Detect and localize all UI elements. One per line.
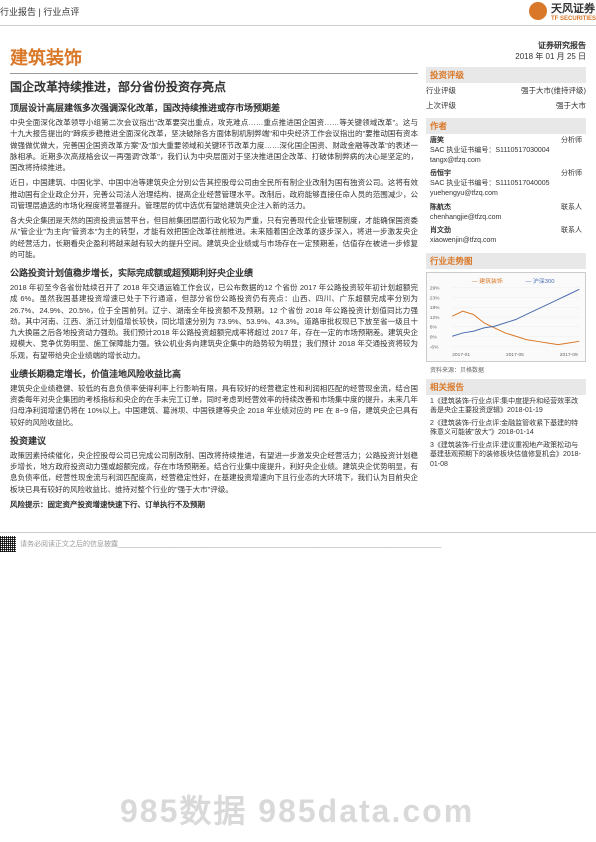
related-block-title: 相关报告 xyxy=(426,379,586,395)
company-name: 天风证券 xyxy=(551,0,596,16)
author-detail: tangx@tfzq.com xyxy=(430,156,582,166)
footer: 请务必阅读正文之后的信息披露__________________________… xyxy=(0,532,596,552)
risk-note: 风险提示：固定资产投资增速快速下行、订单执行不及预期 xyxy=(10,499,418,510)
svg-text:12%: 12% xyxy=(430,315,440,321)
body-paragraph: 中央全面深化改革领导小组第二次会议指出"改革要突出重点，攻克难点……重点推进国企… xyxy=(10,117,418,173)
svg-text:0%: 0% xyxy=(430,334,438,340)
svg-text:2017-01: 2017-01 xyxy=(452,352,470,358)
company-name-en: TF SECURITIES xyxy=(551,16,596,22)
svg-text:2017-05: 2017-05 xyxy=(506,352,524,358)
rating-block-title: 投资评级 xyxy=(426,67,586,83)
author-name: 陈航杰 xyxy=(430,203,451,213)
watermark: 985数据 985data.com xyxy=(120,786,474,832)
section-title: 业绩长期稳定增长，价值洼地风险收益比高 xyxy=(10,367,418,380)
rating-key: 行业评级 xyxy=(426,85,456,96)
svg-text:-6%: -6% xyxy=(430,344,439,350)
author-detail: chenhangjie@tfzq.com xyxy=(430,213,582,223)
sector-title: 建筑装饰 xyxy=(10,44,418,70)
related-report: 1《建筑装饰-行业点评:集中度提升和经营效率改善是央企主要投资逻辑》2018-0… xyxy=(426,395,586,417)
author-detail: xiaowenjin@tfzq.com xyxy=(430,236,582,246)
body-paragraph: 各大央企集团是天然的国资投资运营平台，但目前集团层面行政化较为严重，只有完善现代… xyxy=(10,215,418,260)
author-role: 联系人 xyxy=(561,203,582,213)
author-block: 唐笑 分析师SAC 执业证书编号：S1110517030004tangx@tfzq… xyxy=(426,134,586,167)
related-report: 3《建筑装饰-行业点评:建议重视地产政策松动与基建悲观预期下的装修板块估值修复机… xyxy=(426,439,586,470)
report-date: 2018 年 01 月 25 日 xyxy=(426,51,586,62)
body-paragraph: 建筑央企业绩稳健、较低的有息负债率使得利率上行影响有限，具有较好的经营稳定性和利… xyxy=(10,383,418,428)
author-name: 岳恒宇 xyxy=(430,169,451,179)
author-role: 分析师 xyxy=(561,136,582,146)
section-title: 公路投资计划值稳步增长，实际完成额或超预期利好央企业绩 xyxy=(10,266,418,279)
rating-key: 上次评级 xyxy=(426,100,456,111)
section-title: 顶层设计高层建瓴多次强调深化改革，国改持续推进或存市场预期差 xyxy=(10,101,418,114)
author-role: 分析师 xyxy=(561,169,582,179)
authors-block-title: 作者 xyxy=(426,118,586,134)
qr-icon xyxy=(0,536,16,552)
legend-2: — 沪深300 xyxy=(526,277,556,285)
report-label: 证券研究报告 xyxy=(426,40,586,51)
body-paragraph: 近日，中国建筑、中国化学、中国中冶等建筑央企分别公告其控股母公司由全民所有制企业… xyxy=(10,177,418,211)
author-block: 肖文劲 联系人xiaowenjin@tfzq.com xyxy=(426,224,586,248)
rating-val: 强于大市(维持评级) xyxy=(521,85,586,96)
footer-text: 请务必阅读正文之后的信息披露__________________________… xyxy=(20,539,441,549)
author-detail: yuehengyu@tfzq.com xyxy=(430,189,582,199)
chart-source: 资料来源：贝格数据 xyxy=(426,365,586,374)
body-paragraph: 2018 年初至今各省份陆续召开了 2018 年交通运输工作会议，已公布数据的1… xyxy=(10,282,418,361)
rating-row: 上次评级 强于大市 xyxy=(426,98,586,113)
related-report: 2《建筑装饰-行业点评:金融监管收紧下基建的特殊意义可能被"放大"》2018-0… xyxy=(426,417,586,439)
svg-text:6%: 6% xyxy=(430,325,438,331)
rating-val: 强于大市 xyxy=(556,100,586,111)
breadcrumb: 行业报告 | 行业点评 xyxy=(0,5,79,18)
svg-text:23%: 23% xyxy=(430,295,440,301)
trend-chart: — 建筑装饰 — 沪深300 -6% 0% 6% 12% 18% 23% 29% 2017-… xyxy=(426,272,586,362)
author-name: 唐笑 xyxy=(430,136,444,146)
author-block: 陈航杰 联系人chenhangjie@tfzq.com xyxy=(426,201,586,225)
company-logo: 天风证券 TF SECURITIES xyxy=(529,0,596,22)
author-detail: SAC 执业证书编号：S1110517040005 xyxy=(430,179,582,189)
author-role: 联系人 xyxy=(561,226,582,236)
svg-text:29%: 29% xyxy=(430,286,440,292)
author-name: 肖文劲 xyxy=(430,226,451,236)
logo-icon xyxy=(529,2,547,20)
rating-row: 行业评级 强于大市(维持评级) xyxy=(426,83,586,98)
author-block: 岳恒宇 分析师SAC 执业证书编号：S1110517040005yuehengyu… xyxy=(426,167,586,200)
body-paragraph: 政策因素持续催化，央企控股母公司已完成公司制改制、国改将持续推进，有望进一步激发… xyxy=(10,450,418,495)
legend-1: — 建筑装饰 xyxy=(472,277,503,285)
svg-text:2017-09: 2017-09 xyxy=(560,352,578,358)
svg-text:18%: 18% xyxy=(430,305,440,311)
chart-block-title: 行业走势图 xyxy=(426,253,586,269)
article-title: 国企改革持续推进，部分省份投资存亮点 xyxy=(10,78,418,95)
author-detail: SAC 执业证书编号：S1110517030004 xyxy=(430,146,582,156)
section-title: 投资建议 xyxy=(10,434,418,447)
